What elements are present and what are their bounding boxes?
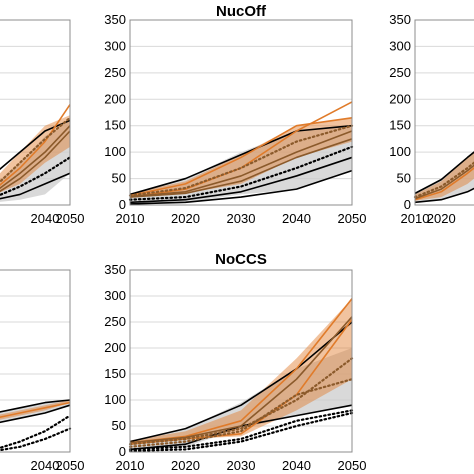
series-line-6 — [128, 357, 354, 446]
panel-title: NoCCS — [215, 251, 267, 268]
y-tick-label: 250 — [104, 314, 126, 329]
series-line-6 — [0, 116, 72, 184]
y-tick-label: 0 — [404, 197, 411, 212]
x-tick-label: 2050 — [56, 458, 85, 473]
series-line-2 — [129, 169, 353, 205]
range-band-2 — [415, 152, 474, 201]
series-line-3 — [0, 401, 71, 418]
plot-frame — [129, 19, 353, 206]
series-line-7 — [0, 156, 72, 197]
range-band-1 — [130, 348, 352, 450]
series-line-4 — [414, 164, 474, 200]
series-line-1 — [129, 124, 353, 196]
y-tick-label: 0 — [119, 197, 126, 212]
y-tick-label: 300 — [104, 38, 126, 53]
series-line-5 — [0, 130, 71, 193]
y-tick-label: 0 — [119, 444, 126, 459]
y-tick-label: 250 — [389, 65, 411, 80]
x-tick-label: 2050 — [56, 211, 85, 226]
series-line-7 — [128, 378, 354, 448]
series-line-5 — [129, 116, 353, 197]
x-tick-label: 2040 — [31, 211, 60, 226]
x-tick-label: 2040 — [282, 458, 311, 473]
series-line-9 — [128, 145, 354, 201]
series-line-7 — [129, 138, 353, 198]
series-line-2 — [414, 187, 474, 204]
range-band-2 — [130, 298, 352, 443]
series-line-8 — [128, 124, 354, 197]
x-tick-label: 2050 — [338, 458, 367, 473]
x-tick-label: 2020 — [427, 211, 456, 226]
range-band-2 — [0, 115, 70, 193]
series-line-3 — [129, 156, 353, 204]
x-tick-label: 2010 — [401, 211, 430, 226]
y-tick-label: 350 — [104, 12, 126, 27]
y-tick-label: 150 — [389, 118, 411, 133]
series-line-5 — [413, 161, 474, 199]
series-line-3 — [0, 104, 71, 186]
series-line-5 — [0, 427, 72, 452]
series-line-2 — [0, 404, 71, 424]
series-line-1 — [0, 119, 71, 171]
x-tick-label: 2020 — [171, 458, 200, 473]
x-tick-label: 2020 — [171, 211, 200, 226]
y-tick-label: 50 — [397, 171, 411, 186]
y-tick-label: 100 — [389, 144, 411, 159]
x-tick-label: 2050 — [338, 211, 367, 226]
series-line-6 — [129, 130, 353, 198]
y-tick-label: 350 — [389, 12, 411, 27]
series-line-9 — [128, 411, 354, 453]
y-tick-label: 200 — [389, 91, 411, 106]
series-line-4 — [0, 414, 72, 449]
x-tick-label: 2010 — [116, 458, 145, 473]
chart-panel-2: 2010 2020 2030 2040 2050 0 50 100 150 200 250 300 35… — [104, 3, 366, 226]
panel-title: NucOff — [216, 3, 267, 20]
series-line-5 — [129, 316, 353, 444]
y-tick-label: 100 — [104, 144, 126, 159]
y-tick-label: 50 — [112, 171, 126, 186]
chart-panel-5: 2010 2020 2030 2040 2050 0 50 100 150 200 250 300 35… — [104, 251, 366, 473]
y-tick-label: 50 — [112, 418, 126, 433]
y-tick-label: 250 — [104, 65, 126, 80]
series-line-1 — [129, 321, 353, 443]
y-tick-label: 200 — [104, 91, 126, 106]
y-tick-label: 300 — [104, 288, 126, 303]
x-tick-label: 2010 — [116, 211, 145, 226]
plot-frame — [0, 19, 71, 206]
x-tick-label: 2040 — [282, 211, 311, 226]
plot-frame — [0, 269, 71, 453]
x-tick-label: 2030 — [227, 211, 256, 226]
series-line-2 — [0, 172, 71, 200]
series-line-1 — [414, 151, 474, 195]
y-tick-label: 150 — [104, 118, 126, 133]
series-line-4 — [0, 125, 71, 190]
y-tick-label: 350 — [104, 262, 126, 277]
series-line-3 — [414, 167, 474, 201]
y-tick-label: 200 — [104, 340, 126, 355]
plot-frame — [414, 19, 474, 206]
y-tick-label: 150 — [104, 366, 126, 381]
series-line-1 — [0, 399, 71, 413]
y-tick-label: 100 — [104, 392, 126, 407]
x-tick-label: 2030 — [227, 458, 256, 473]
plot-frame — [129, 269, 353, 453]
series-line-8 — [128, 409, 354, 451]
x-tick-label: 2040 — [31, 458, 60, 473]
y-tick-label: 300 — [389, 38, 411, 53]
